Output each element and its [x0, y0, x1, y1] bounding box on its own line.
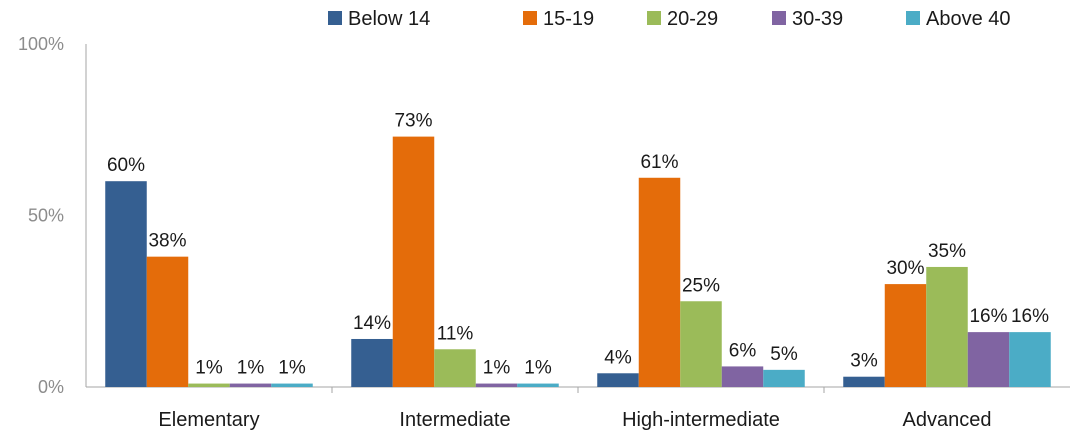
- data-label: 5%: [770, 344, 798, 365]
- bar-20-29: [434, 349, 476, 387]
- bars: [105, 136, 1051, 387]
- bar-below-14: [843, 376, 885, 387]
- data-label: 38%: [148, 231, 186, 252]
- bar-below-14: [105, 181, 147, 387]
- y-tick-label: 100%: [18, 34, 64, 54]
- x-category-label: High-intermediate: [622, 409, 780, 431]
- data-label: 1%: [195, 358, 223, 379]
- bar-30-39: [229, 383, 272, 387]
- bar-above-40: [517, 383, 559, 387]
- x-category-label: Intermediate: [399, 409, 510, 431]
- y-tick-label: 0%: [38, 377, 64, 397]
- bar-below-14: [351, 338, 393, 387]
- data-label: 1%: [237, 358, 265, 379]
- data-label: 60%: [107, 155, 145, 176]
- x-category-labels: Elementary Intermediate High-intermediate A…: [158, 387, 991, 431]
- bar-30-39: [721, 366, 764, 387]
- bar-15-19: [884, 284, 927, 387]
- data-label: 16%: [1011, 306, 1049, 327]
- data-label: 35%: [928, 241, 966, 262]
- data-label: 16%: [969, 306, 1007, 327]
- legend-label: 15-19: [543, 8, 594, 30]
- data-label: 30%: [886, 258, 924, 279]
- legend-label: 20-29: [667, 8, 718, 30]
- bar-above-40: [763, 369, 805, 387]
- bar-15-19: [638, 177, 681, 387]
- bar-15-19: [392, 136, 435, 387]
- bar-20-29: [680, 301, 722, 387]
- data-label: 25%: [682, 275, 720, 296]
- data-label: 11%: [437, 323, 474, 344]
- bar-15-19: [146, 256, 189, 387]
- legend-label: 30-39: [792, 8, 843, 30]
- bar-below-14: [597, 373, 639, 387]
- bar-above-40: [1009, 332, 1051, 387]
- legend-label: Above 40: [926, 8, 1011, 30]
- bar-above-40: [271, 383, 313, 387]
- data-label: 73%: [394, 111, 432, 132]
- data-label: 1%: [483, 358, 511, 379]
- data-label: 14%: [353, 313, 391, 334]
- data-label: 61%: [640, 152, 678, 173]
- legend: Below 14 15-19 20-29 30-39 Above 40: [328, 8, 1011, 30]
- legend-swatch: [906, 11, 920, 25]
- bar-30-39: [475, 383, 518, 387]
- bar-20-29: [926, 266, 968, 387]
- data-label: 1%: [524, 358, 552, 379]
- x-category-label: Advanced: [903, 409, 992, 431]
- data-labels: 60% 38% 1% 1% 1% 14% 73% 11% 1% 1% 4% 61% 25% 6% 5% 3% 3…: [107, 111, 1049, 379]
- legend-swatch: [523, 11, 537, 25]
- legend-swatch: [772, 11, 786, 25]
- legend-swatch: [647, 11, 661, 25]
- data-label: 3%: [850, 351, 878, 372]
- x-category-label: Elementary: [158, 409, 259, 431]
- legend-label: Below 14: [348, 8, 430, 30]
- data-label: 1%: [278, 358, 306, 379]
- y-tick-label: 50%: [28, 206, 64, 226]
- data-label: 4%: [604, 347, 632, 368]
- data-label: 6%: [729, 340, 757, 361]
- y-tick-labels: 0% 50% 100%: [18, 34, 64, 397]
- legend-swatch: [328, 11, 342, 25]
- bar-30-39: [967, 332, 1010, 387]
- bar-20-29: [188, 383, 230, 387]
